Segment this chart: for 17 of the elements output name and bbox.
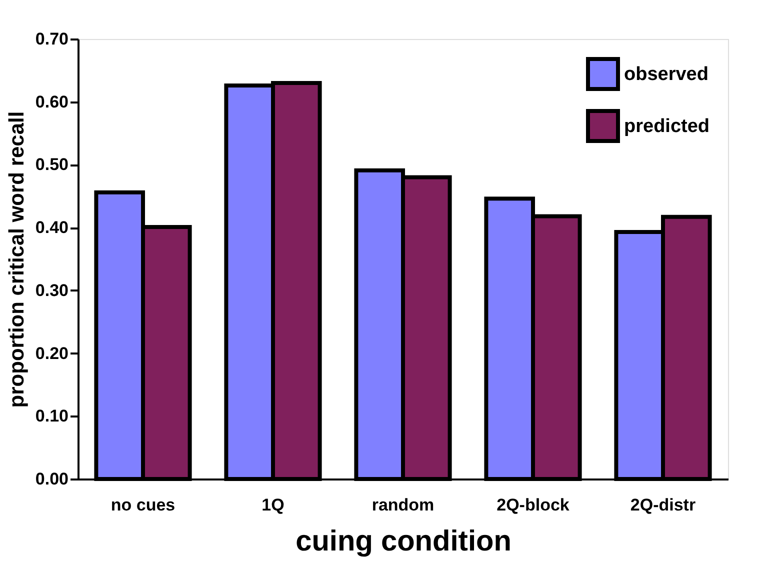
y-tick-label: 0.70	[35, 30, 68, 48]
x-tick-label: 1Q	[262, 496, 284, 514]
legend-label: observed	[624, 64, 708, 85]
y-axis-title: proportion critical word recall	[5, 111, 28, 408]
y-tick-label: 0.40	[35, 218, 68, 238]
x-axis-title: cuing condition	[296, 526, 512, 558]
y-tick-label: 0.30	[35, 280, 68, 300]
x-tick-label: 2Q-block	[496, 496, 570, 514]
x-tick-label: random	[372, 496, 434, 514]
x-tick-label: 2Q-distr	[630, 496, 696, 514]
x-tick-label: no cues	[110, 496, 176, 514]
y-tick-label: 0.00	[35, 470, 68, 488]
y-tick-label: 0.20	[35, 344, 68, 363]
y-tick-label: 0.10	[35, 406, 68, 426]
legend-label: predicted	[624, 116, 710, 137]
y-tick-label: 0.50	[35, 155, 68, 174]
y-tick-label: 0.60	[35, 92, 68, 112]
